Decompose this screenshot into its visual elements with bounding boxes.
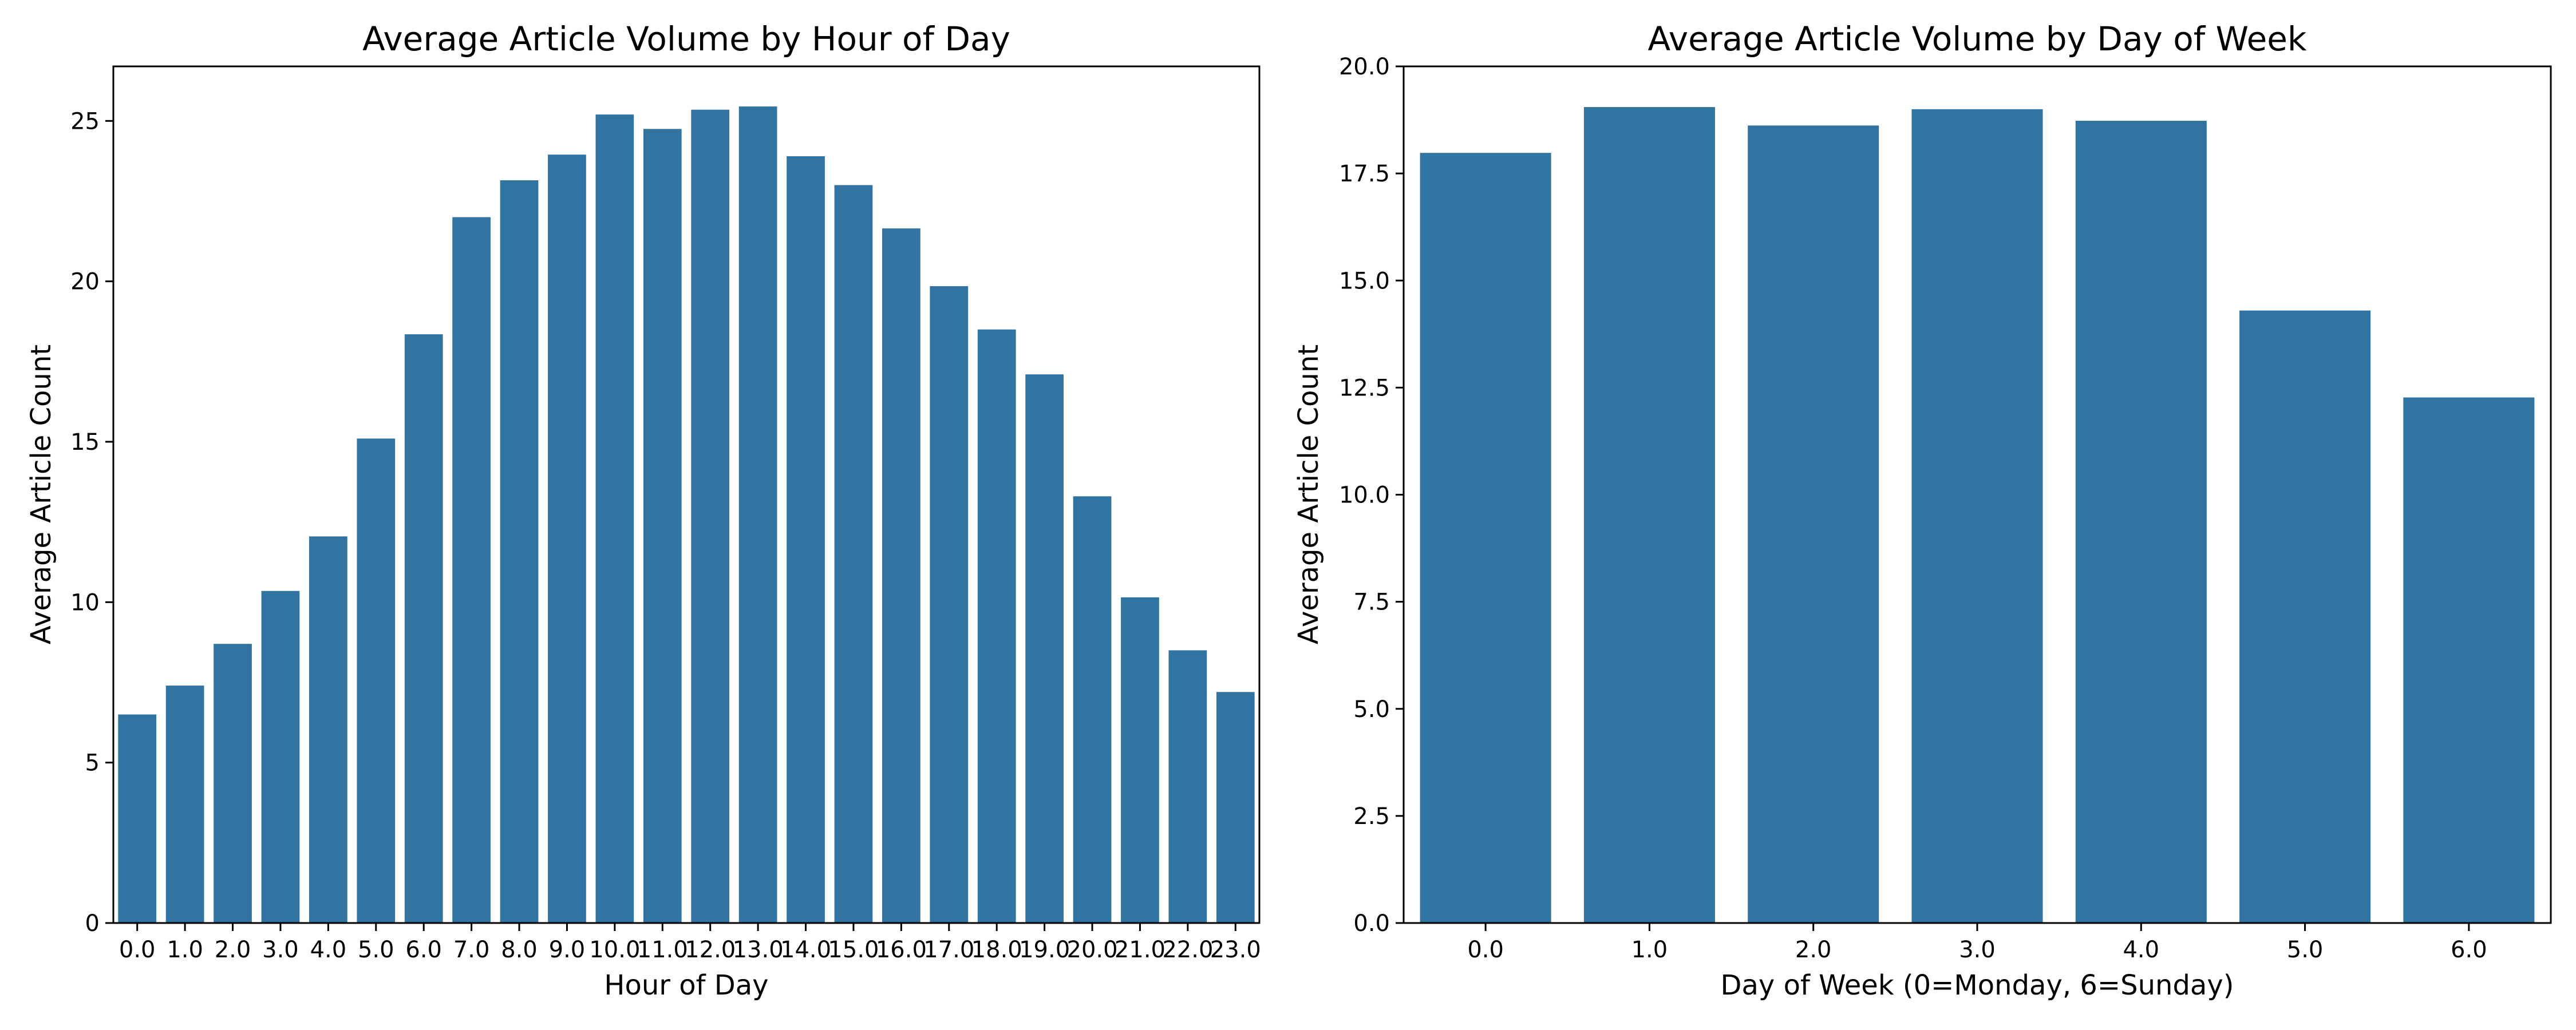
- bar-0.0: [118, 714, 157, 923]
- bar-16.0: [882, 228, 920, 924]
- bar-group: [1420, 107, 2535, 924]
- x-tick-label: 8.0: [501, 937, 538, 963]
- bar-7.0: [452, 217, 491, 923]
- bar-group: [118, 106, 1255, 924]
- x-tick-label: 7.0: [453, 937, 490, 963]
- bar-22.0: [1168, 650, 1207, 923]
- x-tick-label: 4.0: [2123, 937, 2159, 963]
- x-tick-label: 12.0: [685, 937, 736, 963]
- x-tick-label: 19.0: [1019, 937, 1070, 963]
- bar-19.0: [1025, 374, 1064, 923]
- chart-title: Average Article Volume by Day of Week: [1647, 19, 2306, 58]
- y-tick-label: 10: [70, 589, 100, 616]
- x-tick-label: 0.0: [119, 937, 156, 963]
- bar-0.0: [1420, 153, 1551, 923]
- bar-23.0: [1216, 692, 1255, 923]
- x-tick-label: 6.0: [405, 937, 442, 963]
- bar-14.0: [787, 156, 825, 923]
- x-tick-label: 9.0: [549, 937, 586, 963]
- x-tick-label: 14.0: [780, 937, 831, 963]
- x-tick-label: 10.0: [589, 937, 640, 963]
- x-tick-label: 3.0: [1959, 937, 1996, 963]
- bar-6.0: [2403, 397, 2535, 923]
- x-tick-label: 0.0: [1467, 937, 1504, 963]
- bar-18.0: [977, 329, 1016, 923]
- bar-1.0: [1583, 107, 1715, 923]
- x-tick-label: 23.0: [1210, 937, 1261, 963]
- x-tick-label: 22.0: [1162, 937, 1213, 963]
- bar-4.0: [309, 536, 347, 923]
- y-tick-label: 7.5: [1353, 589, 1390, 616]
- bar-12.0: [691, 109, 730, 923]
- x-tick-label: 15.0: [828, 937, 879, 963]
- bar-13.0: [738, 106, 777, 924]
- y-tick-label: 15: [70, 429, 100, 455]
- y-axis-ticks: 0.0 2.5 5.0 7.5 10.0 12.5 15.0 17.5 20.0: [1339, 54, 1404, 937]
- bar-5.0: [2239, 310, 2371, 923]
- bar-15.0: [834, 185, 873, 923]
- bar-5.0: [357, 438, 396, 923]
- y-axis-label: Average Article Count: [25, 344, 57, 644]
- y-tick-label: 10.0: [1339, 482, 1390, 509]
- x-tick-label: 1.0: [1631, 937, 1668, 963]
- y-tick-label: 0.0: [1353, 910, 1390, 937]
- x-tick-label: 2.0: [215, 937, 251, 963]
- y-tick-label: 2.5: [1353, 803, 1390, 830]
- plot-frame: [1402, 65, 2552, 924]
- x-axis-label: Hour of Day: [604, 969, 768, 1001]
- y-axis-ticks: 0 5 10 15 20 25: [70, 108, 113, 937]
- x-tick-label: 21.0: [1115, 937, 1165, 963]
- bar-21.0: [1121, 597, 1159, 923]
- bar-3.0: [261, 591, 300, 923]
- x-tick-label: 2.0: [1795, 937, 1832, 963]
- bar-1.0: [165, 686, 204, 923]
- x-tick-label: 20.0: [1067, 937, 1118, 963]
- day-of-week-chart: Average Article Volume by Day of Week 0.…: [1293, 19, 2552, 1001]
- x-tick-label: 1.0: [167, 937, 203, 963]
- y-tick-label: 12.5: [1339, 375, 1390, 401]
- bar-6.0: [404, 334, 443, 924]
- bar-4.0: [2075, 121, 2207, 924]
- x-tick-label: 3.0: [262, 937, 299, 963]
- x-tick-label: 18.0: [971, 937, 1022, 963]
- x-tick-label: 13.0: [733, 937, 784, 963]
- y-tick-label: 15.0: [1339, 268, 1390, 294]
- bar-2.0: [214, 644, 252, 923]
- x-tick-label: 17.0: [923, 937, 974, 963]
- x-tick-label: 16.0: [876, 937, 927, 963]
- bar-9.0: [548, 154, 586, 923]
- x-tick-label: 5.0: [2287, 937, 2324, 963]
- y-tick-label: 25: [70, 108, 100, 134]
- bar-11.0: [643, 129, 682, 924]
- y-axis-label: Average Article Count: [1293, 344, 1325, 644]
- x-tick-label: 4.0: [310, 937, 347, 963]
- y-tick-label: 5: [85, 750, 100, 777]
- bar-3.0: [1911, 109, 2043, 924]
- bar-10.0: [595, 114, 634, 924]
- y-tick-label: 20.0: [1339, 54, 1390, 80]
- plot-frame: [112, 65, 1261, 924]
- x-axis-ticks: 0.0 1.0 2.0 3.0 4.0 5.0 6.0 7.0 8.0 9.0 10.011.012…: [119, 923, 1261, 963]
- chart-title: Average Article Volume by Hour of Day: [362, 19, 1010, 58]
- bar-8.0: [500, 180, 539, 924]
- y-tick-label: 20: [70, 269, 100, 295]
- y-tick-label: 0: [85, 910, 100, 937]
- y-tick-label: 17.5: [1339, 161, 1390, 187]
- bar-2.0: [1748, 125, 1879, 924]
- hour-of-day-chart: Average Article Volume by Hour of Day 0 5…: [25, 19, 1261, 1001]
- x-axis-ticks: 0.0 1.0 2.0 3.0 4.0 5.0 6.0: [1467, 923, 2487, 963]
- x-axis-label: Day of Week (0=Monday, 6=Sunday): [1721, 969, 2234, 1001]
- bar-20.0: [1073, 496, 1112, 923]
- x-tick-label: 6.0: [2451, 937, 2487, 963]
- x-tick-label: 5.0: [358, 937, 394, 963]
- y-tick-label: 5.0: [1353, 696, 1390, 723]
- bar-17.0: [930, 286, 969, 924]
- x-tick-label: 11.0: [637, 937, 688, 963]
